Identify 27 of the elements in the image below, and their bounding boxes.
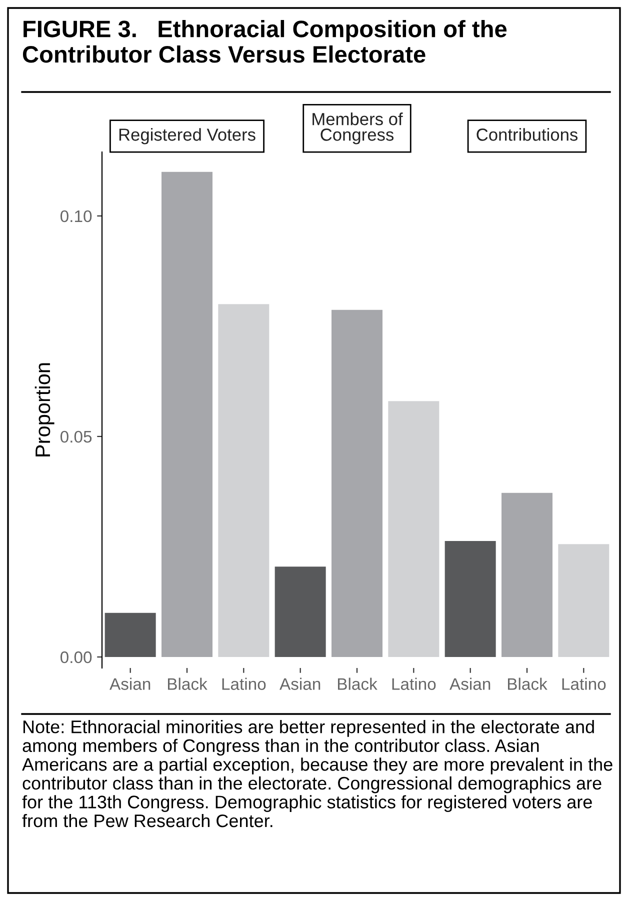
x-tick-label: Black (338, 678, 378, 690)
y-tick-label: 0.10 (60, 210, 92, 222)
bar (162, 172, 212, 657)
bar (332, 310, 382, 657)
bar (104, 612, 156, 657)
x-tick-label: Asian (450, 678, 490, 690)
text: Registered Voters (119, 128, 256, 144)
text: Members of Congress (312, 112, 403, 144)
text: Contributions (476, 128, 578, 141)
x-tick-label: Latino (392, 678, 436, 690)
y-tick-label: 0.05 (60, 430, 92, 443)
y-tick-label: 0.00 (60, 651, 92, 664)
bar (558, 544, 610, 657)
bar (388, 401, 440, 657)
bar (218, 304, 270, 657)
x-tick-label: Black (168, 678, 208, 690)
bar (502, 492, 552, 657)
bar (444, 540, 496, 657)
x-tick-label: Latino (222, 678, 266, 690)
x-tick-label: Black (508, 678, 548, 690)
x-tick-label: Latino (562, 678, 606, 690)
chart-title: FIGURE 3. Ethnoracial Composition of the Contributor Class Versus Electorate (22, 20, 507, 63)
x-tick-label: Asian (280, 678, 320, 690)
y-axis-title: Proportion (34, 363, 54, 456)
text: Note: Ethnoracial minorities are better represented in the electorate and among members of Congress than in the contributor class. Asian Americans are a partial exception, because they are more prevalent in the contributor class than in the electorate. Congressional demographics are for the 113th Congress. Demographic statistics for registered voters are from the Pew Research Center. (22, 720, 612, 828)
x-tick-label: Asian (110, 678, 150, 690)
bar (274, 566, 326, 657)
